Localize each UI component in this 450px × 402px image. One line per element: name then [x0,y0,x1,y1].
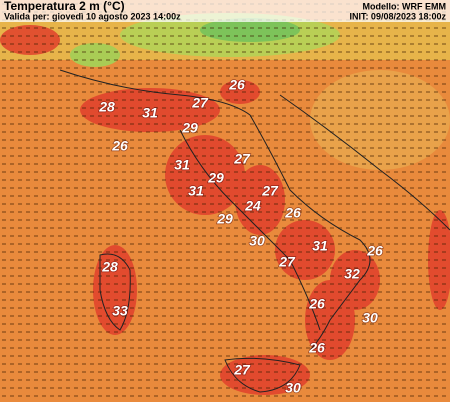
header-band [0,0,450,22]
temperature-label: 29 [181,120,198,136]
temperature-label: 26 [111,138,128,154]
temperature-label: 33 [112,303,128,319]
title: Temperatura 2 m (°C) [4,0,125,13]
temperature-label: 26 [228,77,245,93]
temperature-label: 27 [191,95,209,111]
temperature-label: 27 [261,183,279,199]
temperature-label: 26 [366,243,383,259]
temperature-label: 26 [308,340,325,356]
temperature-label: 28 [98,99,115,115]
model: Modello: WRF EMM [363,1,446,11]
temperature-label: 29 [216,211,233,227]
temperature-label: 31 [142,105,158,121]
temperature-label: 26 [308,296,325,312]
temperature-label: 31 [174,157,190,173]
init-time: INIT: 09/08/2023 18:00z [349,11,446,21]
valid-time: Valida per: giovedì 10 agosto 2023 14:00… [4,11,181,21]
temperature-label: 26 [284,205,301,221]
temperature-label: 32 [344,266,360,282]
temperature-label: 31 [188,183,204,199]
temperature-label: 27 [233,151,251,167]
temperature-label: 28 [101,259,118,275]
temperature-label: 29 [207,170,224,186]
temperature-label: 31 [312,238,328,254]
temperature-label: 30 [249,233,265,249]
temperature-label: 24 [244,198,261,214]
temperature-label: 27 [278,254,296,270]
temperature-label: 30 [285,380,301,396]
temperature-label: 27 [233,362,251,378]
temperature-label: 30 [362,310,378,326]
